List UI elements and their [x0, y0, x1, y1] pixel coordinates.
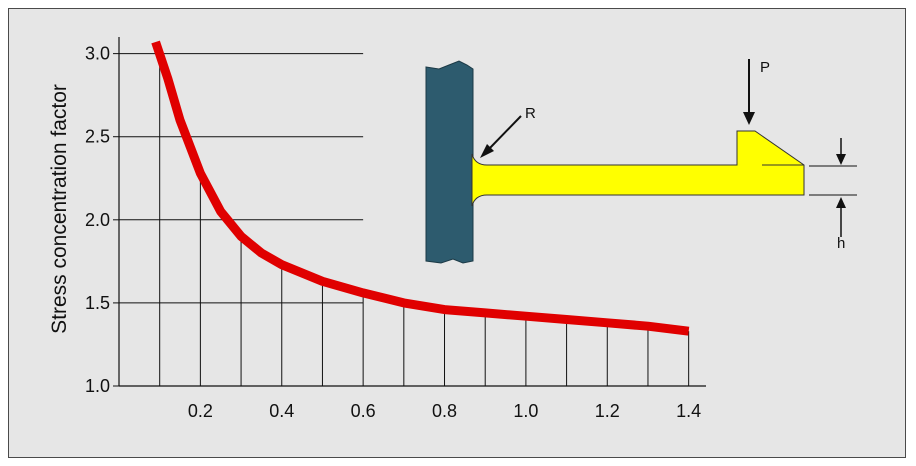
y-tick-label: 1.5 — [85, 293, 110, 313]
dimension-arrowhead-top — [836, 154, 846, 165]
figure-canvas: 1.0 1.5 2.0 2.5 3.0 0.2 0.4 0.6 0.8 1.0 1.2 1.4 St… — [48, 37, 857, 421]
y-tick-label: 3.0 — [85, 44, 110, 64]
load-label: P — [760, 59, 770, 76]
x-tick-label: 1.2 — [595, 401, 620, 421]
cantilever-diagram: R P h — [425, 59, 857, 264]
x-tick-label: 1.4 — [676, 401, 701, 421]
y-tick-label: 1.0 — [85, 376, 110, 396]
x-tick-label: 0.4 — [269, 401, 294, 421]
x-tick-labels: 0.2 0.4 0.6 0.8 1.0 1.2 1.4 — [188, 401, 701, 421]
beam — [471, 130, 805, 207]
thickness-label: h — [837, 235, 845, 252]
x-tick-label: 0.6 — [351, 401, 376, 421]
x-tick-label: 0.2 — [188, 401, 213, 421]
data-series — [151, 40, 690, 336]
y-axis-label: Stress concentration factor — [48, 84, 71, 334]
fillet-arrow — [487, 115, 522, 151]
axes — [113, 37, 706, 387]
x-tick-label: 0.8 — [432, 401, 457, 421]
fillet-arrowhead — [480, 144, 494, 158]
figure-panel: 1.0 1.5 2.0 2.5 3.0 0.2 0.4 0.6 0.8 1.0 1.2 1.4 St… — [8, 8, 906, 458]
wall-support — [425, 60, 474, 264]
x-tick-label: 1.0 — [513, 401, 538, 421]
stress-curve — [151, 40, 690, 336]
y-tick-label: 2.5 — [85, 127, 110, 147]
fillet-radius-label: R — [525, 105, 536, 122]
load-arrowhead — [743, 112, 755, 125]
y-tick-label: 2.0 — [85, 210, 110, 230]
dimension-arrowhead-bottom — [836, 197, 846, 208]
grid-lines — [119, 45, 706, 387]
y-tick-labels: 1.0 1.5 2.0 2.5 3.0 — [85, 44, 110, 396]
